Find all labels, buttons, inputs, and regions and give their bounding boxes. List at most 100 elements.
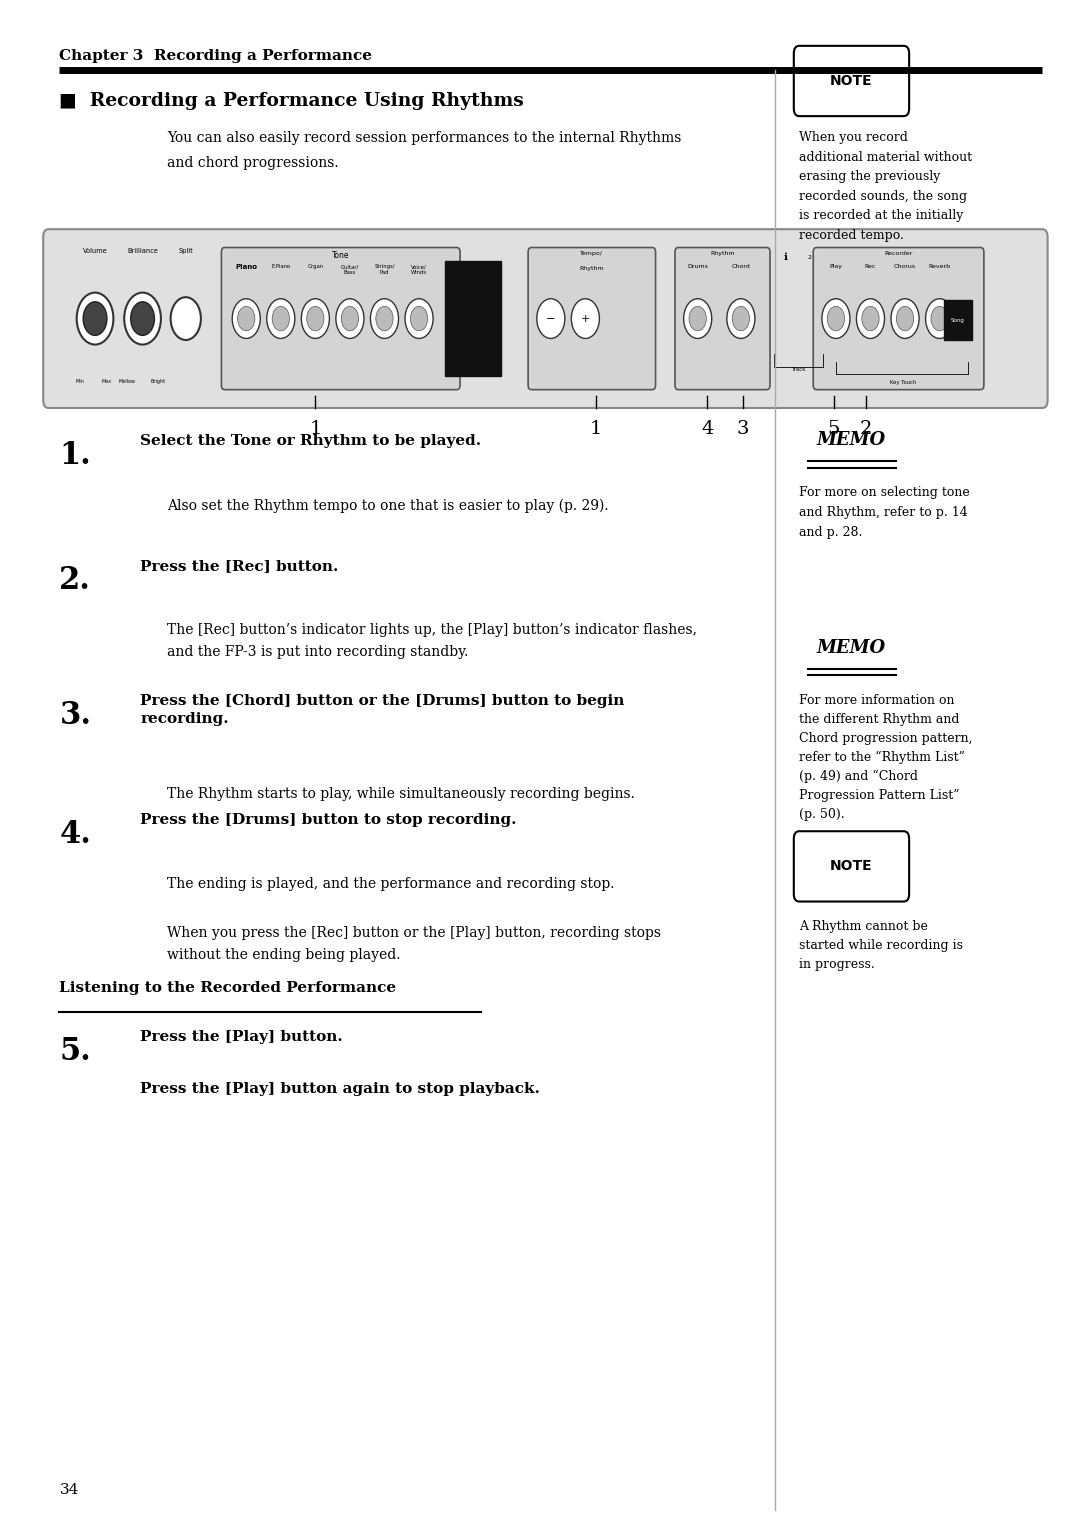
Text: Also set the Rhythm tempo to one that is easier to play (p. 29).: Also set the Rhythm tempo to one that is… [167, 498, 609, 512]
Text: Press the [Rec] button.: Press the [Rec] button. [140, 559, 339, 573]
Text: Chorus: Chorus [894, 264, 916, 269]
Text: 2.: 2. [59, 565, 92, 596]
Text: Rhythm: Rhythm [711, 251, 734, 255]
Circle shape [926, 299, 954, 339]
Text: Volume: Volume [83, 248, 107, 254]
Text: Chord: Chord [731, 264, 751, 269]
Text: Select the Tone or Rhythm to be played.: Select the Tone or Rhythm to be played. [140, 434, 482, 448]
Circle shape [862, 307, 879, 332]
Circle shape [77, 293, 113, 345]
Text: Key Touch: Key Touch [890, 380, 916, 385]
Text: Recorder: Recorder [885, 251, 913, 255]
Circle shape [727, 299, 755, 339]
Text: 5: 5 [827, 420, 840, 439]
Text: Rhythm: Rhythm [580, 266, 604, 270]
Circle shape [124, 293, 161, 345]
Circle shape [931, 307, 948, 332]
Text: Min: Min [76, 379, 84, 384]
Text: Guitar/
Bass: Guitar/ Bass [341, 264, 359, 275]
FancyBboxPatch shape [813, 248, 984, 390]
Text: MEMO: MEMO [816, 431, 886, 449]
Text: −: − [546, 313, 555, 324]
Text: When you record
additional material without
erasing the previously
recorded soun: When you record additional material with… [799, 131, 972, 241]
Text: Song: Song [951, 318, 964, 322]
Text: The Rhythm starts to play, while simultaneously recording begins.: The Rhythm starts to play, while simulta… [167, 787, 635, 801]
Circle shape [370, 299, 399, 339]
Text: MEMO: MEMO [816, 639, 886, 657]
Text: For more information on
the different Rhythm and
Chord progression pattern,
refe: For more information on the different Rh… [799, 694, 973, 822]
Text: 34: 34 [59, 1484, 79, 1497]
Text: 5.: 5. [59, 1036, 91, 1067]
Text: The [Rec] button’s indicator lights up, the [Play] button’s indicator flashes,
a: The [Rec] button’s indicator lights up, … [167, 623, 698, 659]
Text: Chapter 3  Recording a Performance: Chapter 3 Recording a Performance [59, 49, 373, 63]
Circle shape [896, 307, 914, 332]
Text: Organ: Organ [308, 264, 323, 269]
Text: 1.: 1. [59, 440, 91, 471]
Text: Strings/
Pad: Strings/ Pad [375, 264, 394, 275]
Text: ■  Recording a Performance Using Rhythms: ■ Recording a Performance Using Rhythms [59, 92, 524, 110]
Circle shape [571, 299, 599, 339]
Text: Tone: Tone [332, 251, 350, 260]
Text: The ending is played, and the performance and recording stop.: The ending is played, and the performanc… [167, 877, 615, 891]
Text: Rec: Rec [865, 264, 876, 269]
Text: Press the [Chord] button or the [Drums] button to begin
recording.: Press the [Chord] button or the [Drums] … [140, 694, 624, 726]
Text: and chord progressions.: and chord progressions. [167, 156, 339, 170]
Circle shape [272, 307, 289, 332]
Text: When you press the [Rec] button or the [Play] button, recording stops
without th: When you press the [Rec] button or the [… [167, 926, 661, 961]
Text: 4: 4 [701, 420, 714, 439]
Text: Voice/
Winds: Voice/ Winds [411, 264, 427, 275]
Circle shape [131, 303, 154, 336]
Text: 3.: 3. [59, 700, 92, 730]
Text: Brilliance: Brilliance [127, 248, 158, 254]
FancyBboxPatch shape [794, 831, 909, 902]
Text: Reverb: Reverb [929, 264, 950, 269]
Text: Max: Max [102, 379, 112, 384]
Circle shape [238, 307, 255, 332]
Text: Split: Split [178, 248, 193, 254]
Text: ℹ: ℹ [783, 252, 787, 263]
Text: 2: 2 [808, 255, 812, 260]
Circle shape [336, 299, 364, 339]
Text: 4.: 4. [59, 819, 92, 850]
Text: Press the [Play] button.: Press the [Play] button. [140, 1030, 343, 1044]
Circle shape [405, 299, 433, 339]
Circle shape [689, 307, 706, 332]
FancyBboxPatch shape [794, 46, 909, 116]
Circle shape [171, 296, 201, 341]
Text: 1: 1 [309, 420, 322, 439]
Circle shape [307, 307, 324, 332]
Circle shape [83, 303, 107, 336]
Text: Play: Play [829, 264, 842, 269]
Circle shape [410, 307, 428, 332]
Circle shape [684, 299, 712, 339]
Text: Piano: Piano [235, 264, 257, 270]
Text: Press the [Drums] button to stop recording.: Press the [Drums] button to stop recordi… [140, 813, 517, 827]
FancyBboxPatch shape [221, 248, 460, 390]
Text: Press the [Play] button again to stop playback.: Press the [Play] button again to stop pl… [140, 1082, 540, 1096]
Circle shape [376, 307, 393, 332]
Bar [944, 301, 972, 341]
Text: 3: 3 [737, 420, 750, 439]
FancyBboxPatch shape [675, 248, 770, 390]
Text: Mellow: Mellow [119, 379, 136, 384]
Text: Drums: Drums [687, 264, 708, 269]
Text: 1: 1 [590, 420, 603, 439]
Circle shape [232, 299, 260, 339]
Circle shape [301, 299, 329, 339]
Circle shape [732, 307, 750, 332]
FancyBboxPatch shape [528, 248, 656, 390]
Circle shape [822, 299, 850, 339]
Text: Tempo/: Tempo/ [580, 251, 604, 255]
Circle shape [891, 299, 919, 339]
Text: 2: 2 [860, 420, 873, 439]
Text: Track: Track [791, 367, 806, 371]
Circle shape [537, 299, 565, 339]
Circle shape [267, 299, 295, 339]
Circle shape [827, 307, 845, 332]
Circle shape [341, 307, 359, 332]
FancyBboxPatch shape [43, 229, 1048, 408]
Text: You can also easily record session performances to the internal Rhythms: You can also easily record session perfo… [167, 131, 681, 145]
Text: Bright: Bright [150, 379, 165, 384]
Text: A Rhythm cannot be
started while recording is
in progress.: A Rhythm cannot be started while recordi… [799, 920, 963, 970]
Text: NOTE: NOTE [831, 859, 873, 874]
